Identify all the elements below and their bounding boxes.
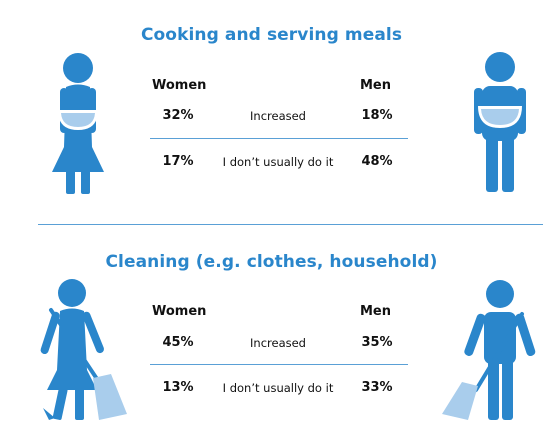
men-value: 18% [361,108,393,123]
woman-sweeping-icon [40,279,127,420]
section-title-cooking: Cooking and serving meals [140,25,403,45]
row-label: Increased [250,109,306,123]
column-header-women: Women [152,78,207,93]
women-value: 45% [162,335,194,350]
women-value: 17% [162,154,194,169]
column-header-men: Men [360,78,392,93]
row-label: Increased [250,336,306,350]
woman-with-bowl-icon [52,53,104,194]
men-value: 35% [361,335,393,350]
row-label: I don’t usually do it [222,381,334,395]
row-divider [150,364,408,365]
column-header-women: Women [152,304,207,319]
women-value: 13% [162,380,194,395]
man-with-bowl-icon [474,52,526,192]
row-label: I don’t usually do it [222,155,334,169]
man-sweeping-icon [442,280,536,420]
column-header-men: Men [360,304,392,319]
men-value: 33% [361,380,393,395]
women-value: 32% [162,108,194,123]
section-divider [38,224,543,225]
men-value: 48% [361,154,393,169]
row-divider [150,138,408,139]
section-title-cleaning: Cleaning (e.g. clothes, household) [105,252,438,272]
